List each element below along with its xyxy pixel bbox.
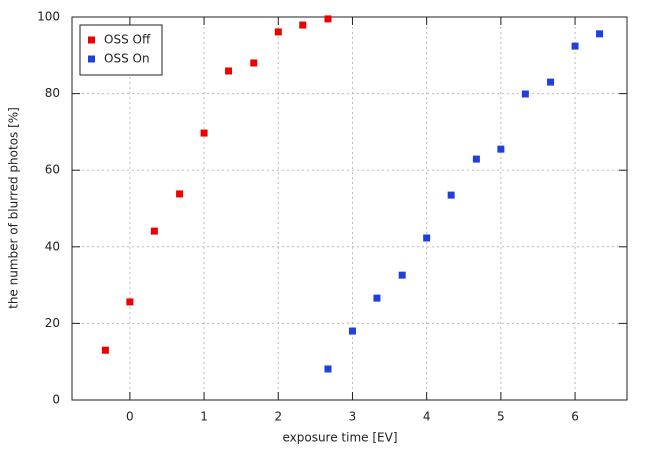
- point: [398, 271, 406, 279]
- point: [521, 90, 529, 98]
- x-tick-label: 2: [274, 410, 282, 424]
- y-tick-label: 80: [45, 86, 60, 100]
- x-tick-label: 4: [423, 410, 431, 424]
- x-tick-label: 1: [200, 410, 208, 424]
- point: [373, 294, 381, 302]
- point: [348, 327, 356, 335]
- point: [423, 234, 431, 242]
- legend-box: [79, 24, 163, 76]
- y-axis-label: the number of blurred photos [%]: [7, 107, 21, 309]
- y-tick-label: 40: [45, 239, 60, 253]
- plot-frame: [71, 16, 628, 401]
- point: [176, 190, 184, 198]
- point: [250, 59, 258, 67]
- legend-marker: [88, 36, 95, 44]
- legend-marker: [88, 55, 95, 63]
- y-tick-label: 60: [45, 163, 60, 177]
- legend-label: OSS On: [104, 52, 150, 66]
- point: [274, 28, 282, 36]
- x-tick-label: 3: [349, 410, 357, 424]
- point: [101, 346, 109, 354]
- point: [571, 42, 579, 50]
- x-tick-label: 0: [126, 410, 134, 424]
- x-axis-label: exposure time [EV]: [282, 431, 397, 445]
- legend-label: OSS Off: [104, 33, 151, 47]
- point: [200, 129, 208, 137]
- y-tick-label: 0: [52, 393, 60, 407]
- point: [596, 30, 604, 38]
- point: [150, 227, 158, 235]
- point: [472, 155, 480, 163]
- point: [447, 191, 455, 199]
- x-tick-label: 5: [497, 410, 505, 424]
- point: [497, 145, 505, 153]
- point: [547, 78, 555, 86]
- point: [225, 67, 233, 75]
- point: [324, 15, 332, 23]
- x-tick-label: 6: [571, 410, 579, 424]
- y-tick-label: 20: [45, 316, 60, 330]
- y-tick-label: 100: [37, 10, 60, 24]
- point: [324, 365, 332, 373]
- point: [126, 298, 134, 306]
- point: [299, 21, 307, 29]
